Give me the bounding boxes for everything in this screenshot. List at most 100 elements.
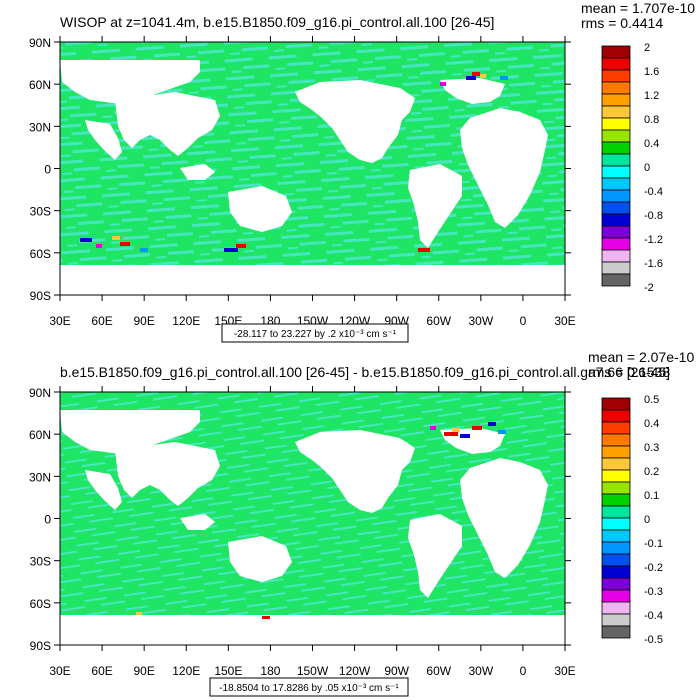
colorbar-label: 0.4: [644, 138, 659, 150]
colorbar-label: 0.8: [644, 114, 659, 126]
colorbar-swatch: [601, 577, 631, 591]
colorbar-label: 0.5: [644, 394, 659, 406]
colorbar-swatch: [601, 129, 631, 143]
colorbar-swatch: [601, 261, 631, 275]
colorbar-swatch: [601, 105, 631, 119]
colorbar-label: -0.2: [644, 562, 663, 574]
y-tick-label: 60N: [29, 428, 51, 442]
colorbar-swatch: [601, 601, 631, 615]
colorbar-swatch: [601, 57, 631, 71]
y-tick-label: 90N: [29, 386, 51, 400]
colorbar-label: -1.2: [644, 234, 663, 246]
x-tick-label: 90E: [133, 664, 154, 678]
colorbar-swatch: [601, 177, 631, 191]
colorbar-swatch: [601, 225, 631, 239]
colorbar-swatch: [601, 45, 631, 59]
panel-1-rms: rms = 0.4414: [581, 15, 663, 31]
colorbar-swatch: [601, 553, 631, 567]
y-tick-label: 60S: [30, 247, 51, 261]
x-tick-label: 0: [520, 664, 527, 678]
x-tick-label: 60W: [426, 664, 451, 678]
x-tick-label: 30E: [554, 664, 575, 678]
y-tick-label: 60N: [29, 78, 51, 92]
panel-2-y-axis: 90N 60N 30N 0 30S 60S 90S: [29, 386, 571, 653]
colorbar-label: 1.6: [644, 66, 659, 78]
colorbar-swatch: [601, 589, 631, 603]
panel-2-title: b.e15.B1850.f09_g16.pi_control.all.100 […: [60, 364, 670, 380]
panel-1-mean: mean = 1.707e-10: [581, 0, 695, 16]
x-tick-label: 150E: [214, 664, 242, 678]
colorbar-swatch: [601, 237, 631, 251]
panel-2-colorbar: 0.5 0.4 0.3 0.2 0.1 0 -0.1 -0.2 -0.3 -0.4 -0.5: [601, 394, 663, 646]
x-tick-label: 120W: [339, 664, 371, 678]
x-tick-label: 90E: [133, 314, 154, 328]
colorbar-label: -0.1: [644, 538, 663, 550]
colorbar-swatch: [601, 541, 631, 555]
colorbar-swatch: [601, 273, 631, 287]
colorbar-label: 0.4: [644, 418, 659, 430]
y-tick-label: 90S: [30, 639, 51, 653]
colorbar-swatch: [601, 481, 631, 495]
colorbar-swatch: [601, 141, 631, 155]
colorbar-label: -0.5: [644, 634, 663, 646]
x-tick-label: 150W: [297, 664, 329, 678]
panel-2-rms: rms = 0.1538: [588, 364, 670, 380]
colorbar-label: 2: [644, 42, 650, 54]
colorbar-swatch: [601, 493, 631, 507]
y-tick-label: 90S: [30, 289, 51, 303]
y-tick-label: 30N: [29, 470, 51, 484]
x-tick-label: 30E: [49, 314, 70, 328]
colorbar-label: -1.6: [644, 258, 663, 270]
colorbar-swatch: [601, 613, 631, 627]
colorbar-swatch: [601, 445, 631, 459]
y-tick-label: 90N: [29, 36, 51, 50]
colorbar-label: -0.4: [644, 186, 663, 198]
y-tick-label: 30N: [29, 120, 51, 134]
colorbar-swatch: [601, 201, 631, 215]
colorbar-swatch: [601, 117, 631, 131]
x-tick-label: 120E: [172, 314, 200, 328]
panel-1-colorbar: 2 1.6 1.2 0.8 0.4 0 -0.4 -0.8 -1.2 -1.6 -2: [601, 42, 663, 294]
colorbar-label: 0.2: [644, 466, 659, 478]
colorbar-label: 0.1: [644, 490, 659, 502]
colorbar-swatch: [601, 565, 631, 579]
panel-1-y-axis: 90N 60N 30N 0 30S 60S 90S: [29, 36, 571, 303]
panel-1-info-box: [221, 323, 409, 343]
colorbar-label: 0.3: [644, 442, 659, 454]
colorbar-swatch: [601, 457, 631, 471]
y-tick-label: 0: [44, 513, 51, 527]
colorbar-label: 0: [644, 162, 650, 174]
x-tick-label: 180: [260, 664, 280, 678]
panel-2: b.e15.B1850.f09_g16.pi_control.all.100 […: [29, 349, 694, 697]
panel-1-title: WISOP at z=1041.4m, b.e15.B1850.f09_g16.…: [60, 14, 494, 30]
x-tick-label: 60W: [426, 314, 451, 328]
x-tick-label: 30E: [49, 664, 70, 678]
x-tick-label: 90W: [384, 664, 409, 678]
colorbar-swatch: [601, 165, 631, 179]
colorbar-swatch: [601, 153, 631, 167]
colorbar-swatch: [601, 409, 631, 423]
colorbar-swatch: [601, 81, 631, 95]
colorbar-swatch: [601, 433, 631, 447]
colorbar-label: -0.8: [644, 210, 663, 222]
y-tick-label: 60S: [30, 597, 51, 611]
colorbar-swatch: [601, 249, 631, 263]
panel-2-info-box: [209, 677, 409, 697]
colorbar-swatch: [601, 189, 631, 203]
x-tick-label: 60E: [91, 664, 112, 678]
colorbar-label: -2: [644, 282, 654, 294]
panel-1-info-label: -28.117 to 23.227 by .2 x10⁻³ cm s⁻¹: [234, 329, 397, 340]
colorbar-label: 0: [644, 514, 650, 526]
colorbar-swatch: [601, 69, 631, 83]
panel-2-x-axis: 30E 60E 90E 120E 150E 180 150W 120W 90W 60W 30W 0 30…: [49, 386, 576, 678]
colorbar-swatch: [601, 529, 631, 543]
colorbar-swatch: [601, 625, 631, 639]
colorbar-swatch: [601, 469, 631, 483]
colorbar-swatch: [601, 505, 631, 519]
colorbar-swatch: [601, 93, 631, 107]
x-tick-label: 30W: [468, 664, 493, 678]
x-tick-label: 120E: [172, 664, 200, 678]
x-tick-label: 0: [520, 314, 527, 328]
y-tick-label: 30S: [30, 205, 51, 219]
